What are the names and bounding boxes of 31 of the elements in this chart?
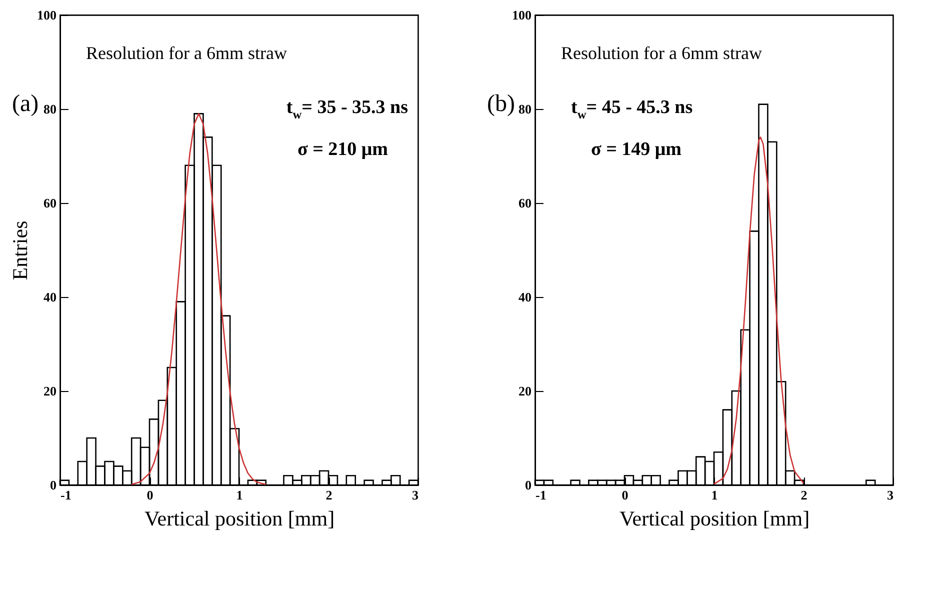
annotation: σ = 149 μm [591,139,682,160]
y-tick-label: 20 [518,384,532,398]
x-axis-title: Vertical position [mm] [144,506,335,530]
y-tick-label: 80 [44,102,56,116]
y-tick-label: 40 [44,290,56,304]
y-tick-label: 100 [512,8,532,22]
x-tick-label: 3 [412,488,419,502]
y-tick-label: 80 [518,102,532,116]
annotation: Resolution for a 6mm straw [86,43,287,63]
text: (a) [12,91,39,117]
x-tick-label: 0 [622,488,628,502]
x-tick-label: -1 [536,488,546,502]
y-tick-label: 0 [50,478,56,492]
x-tick-label: 3 [887,488,894,502]
x-axis-title: Vertical position [mm] [619,506,810,530]
x-tick-label: 0 [146,488,154,502]
y-tick-label: 100 [37,8,56,22]
y-tick-label: 20 [44,384,56,398]
x-tick-label: 2 [326,488,332,502]
x-tick-label: -1 [60,488,72,502]
y-tick-label: 60 [44,196,56,210]
x-tick-label: 1 [236,488,243,502]
text: (b) [487,91,515,117]
annotation: Resolution for a 6mm straw [561,43,762,63]
y-tick-label: 0 [525,478,532,492]
x-tick-label: 1 [711,488,718,502]
x-tick-label: 2 [800,488,808,502]
y-tick-label: 40 [518,290,532,304]
annotation: σ = 210 μm [297,139,388,160]
y-axis-title: Entries [8,220,32,280]
y-tick-label: 60 [518,196,532,210]
